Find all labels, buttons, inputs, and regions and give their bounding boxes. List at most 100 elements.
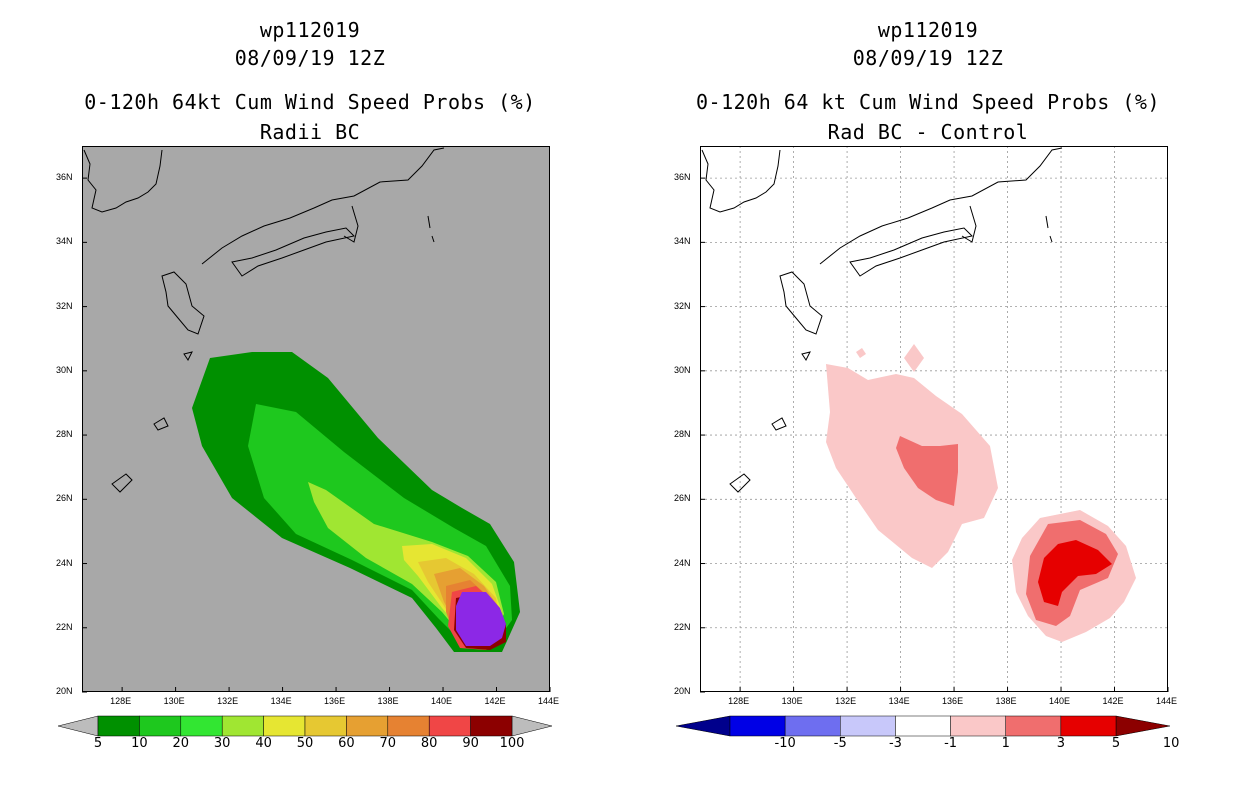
right-map-frame xyxy=(700,146,1168,692)
colorbar-label: 10 xyxy=(1162,736,1180,751)
colorbar-swatch xyxy=(1060,715,1117,737)
colorbar-label: 60 xyxy=(338,736,355,751)
lon-tick-label: 128E xyxy=(728,696,750,706)
right-coast-kii xyxy=(961,205,977,243)
lon-tick-label: 142E xyxy=(484,696,506,706)
colorbar-arrow-low xyxy=(57,715,99,737)
right-coast-okinawa xyxy=(729,473,751,493)
left-coast-izu-islands xyxy=(427,215,435,243)
colorbar-swatch xyxy=(1005,715,1062,737)
lon-tick-label: 144E xyxy=(1156,696,1178,706)
colorbar-swatch xyxy=(304,715,347,737)
colorbar-arrow-high xyxy=(1115,715,1171,737)
colorbar-label: 30 xyxy=(213,736,231,751)
right-coast-korea xyxy=(701,149,781,213)
lat-tick-label: 20N xyxy=(56,686,73,696)
left-title-date: 08/09/19 12Z xyxy=(234,46,386,70)
colorbar-swatch xyxy=(263,715,306,737)
right-map xyxy=(700,146,1169,693)
colorbar-swatch xyxy=(895,715,951,737)
colorbar-label: 1 xyxy=(1001,736,1010,751)
right-title-main: 0-120h 64 kt Cum Wind Speed Probs (%) xyxy=(695,90,1161,114)
left-map xyxy=(82,146,551,693)
lon-tick-label: 140E xyxy=(1049,696,1071,706)
colorbar-swatch xyxy=(180,715,223,737)
lon-tick-label: 130E xyxy=(781,696,803,706)
left-title-storm: wp112019 xyxy=(259,18,361,42)
lon-tick-label: 138E xyxy=(377,696,399,706)
colorbar-arrow-low xyxy=(675,715,731,737)
colorbar-label: 5 xyxy=(1111,736,1121,751)
colorbar-swatch xyxy=(387,715,430,737)
colorbar-label: 10 xyxy=(131,736,148,751)
colorbar-swatch xyxy=(97,715,140,737)
right-difference-contours xyxy=(826,344,1136,642)
right-coast-amami xyxy=(771,417,787,431)
lon-tick-label: 142E xyxy=(1102,696,1124,706)
diff-pos-1-3-spot-a xyxy=(904,344,924,372)
lat-tick-label: 26N xyxy=(56,493,73,504)
right-title-date: 08/09/19 12Z xyxy=(852,46,1004,70)
colorbar-label: -3 xyxy=(888,736,902,751)
left-coastlines xyxy=(83,147,445,493)
left-coast-kii xyxy=(343,205,359,243)
colorbar-swatch xyxy=(428,715,471,737)
right-title-storm: wp112019 xyxy=(877,18,979,42)
contour-90 xyxy=(456,592,506,646)
left-map-ticks xyxy=(82,177,551,693)
left-coast-amami xyxy=(153,417,169,431)
diff-pos-5-10-east xyxy=(1038,540,1112,606)
colorbar-swatch xyxy=(784,715,841,737)
left-coast-tanegashima xyxy=(183,351,193,361)
lat-tick-label: 36N xyxy=(674,172,691,183)
right-coastlines xyxy=(701,147,1063,493)
lat-tick-label: 28N xyxy=(56,429,73,440)
colorbar-label: -5 xyxy=(833,736,847,751)
colorbar-label: 90 xyxy=(462,736,479,751)
lon-tick-label: 132E xyxy=(835,696,857,706)
colorbar-swatch xyxy=(729,715,786,737)
lat-tick-label: 26N xyxy=(674,493,691,504)
lat-tick-label: 30N xyxy=(56,364,73,375)
colorbar-swatch xyxy=(840,715,896,737)
right-coast-honshu xyxy=(819,147,1063,265)
colorbar-label: 5 xyxy=(93,736,103,751)
left-coast-shikoku xyxy=(231,227,356,277)
lat-tick-label: 34N xyxy=(674,236,691,247)
lon-tick-label: 136E xyxy=(942,696,964,706)
lat-tick-label: 24N xyxy=(674,557,691,568)
diff-pos-3-5-west xyxy=(896,436,958,506)
lat-tick-label: 34N xyxy=(56,236,73,247)
lat-tick-label: 30N xyxy=(674,364,691,375)
lon-tick-label: 132E xyxy=(217,696,239,706)
left-coast-korea xyxy=(83,149,163,213)
lat-tick-label: 36N xyxy=(56,172,73,183)
lat-tick-label: 28N xyxy=(674,429,691,440)
colorbar-swatch xyxy=(221,715,264,737)
right-colorbar xyxy=(675,715,1171,737)
colorbar-arrow-high xyxy=(511,715,553,737)
lon-tick-label: 134E xyxy=(888,696,910,706)
colorbar-label: 100 xyxy=(499,736,525,751)
colorbar-label: 80 xyxy=(420,736,438,751)
right-map-ticks xyxy=(700,177,1169,693)
colorbar-label: 70 xyxy=(379,736,397,751)
colorbar-swatch xyxy=(950,715,1006,737)
colorbar-swatch xyxy=(470,715,513,737)
lon-tick-label: 136E xyxy=(324,696,346,706)
right-title-sub: Rad BC - Control xyxy=(827,120,1029,144)
lat-tick-label: 32N xyxy=(674,300,691,311)
left-map-frame xyxy=(82,146,550,692)
left-probability-contours xyxy=(192,352,520,652)
left-title-main: 0-120h 64kt Cum Wind Speed Probs (%) xyxy=(84,90,536,114)
colorbar-swatch xyxy=(139,715,182,737)
left-colorbar xyxy=(57,715,553,737)
lon-tick-label: 144E xyxy=(538,696,560,706)
colorbar-label: -1 xyxy=(944,736,958,751)
diff-pos-1-3-spot-b xyxy=(856,348,866,358)
lat-tick-label: 32N xyxy=(56,300,73,311)
colorbar-label: -10 xyxy=(774,736,796,751)
colorbar-label: 20 xyxy=(172,736,190,751)
lon-tick-label: 138E xyxy=(995,696,1017,706)
colorbar-label: 50 xyxy=(296,736,314,751)
